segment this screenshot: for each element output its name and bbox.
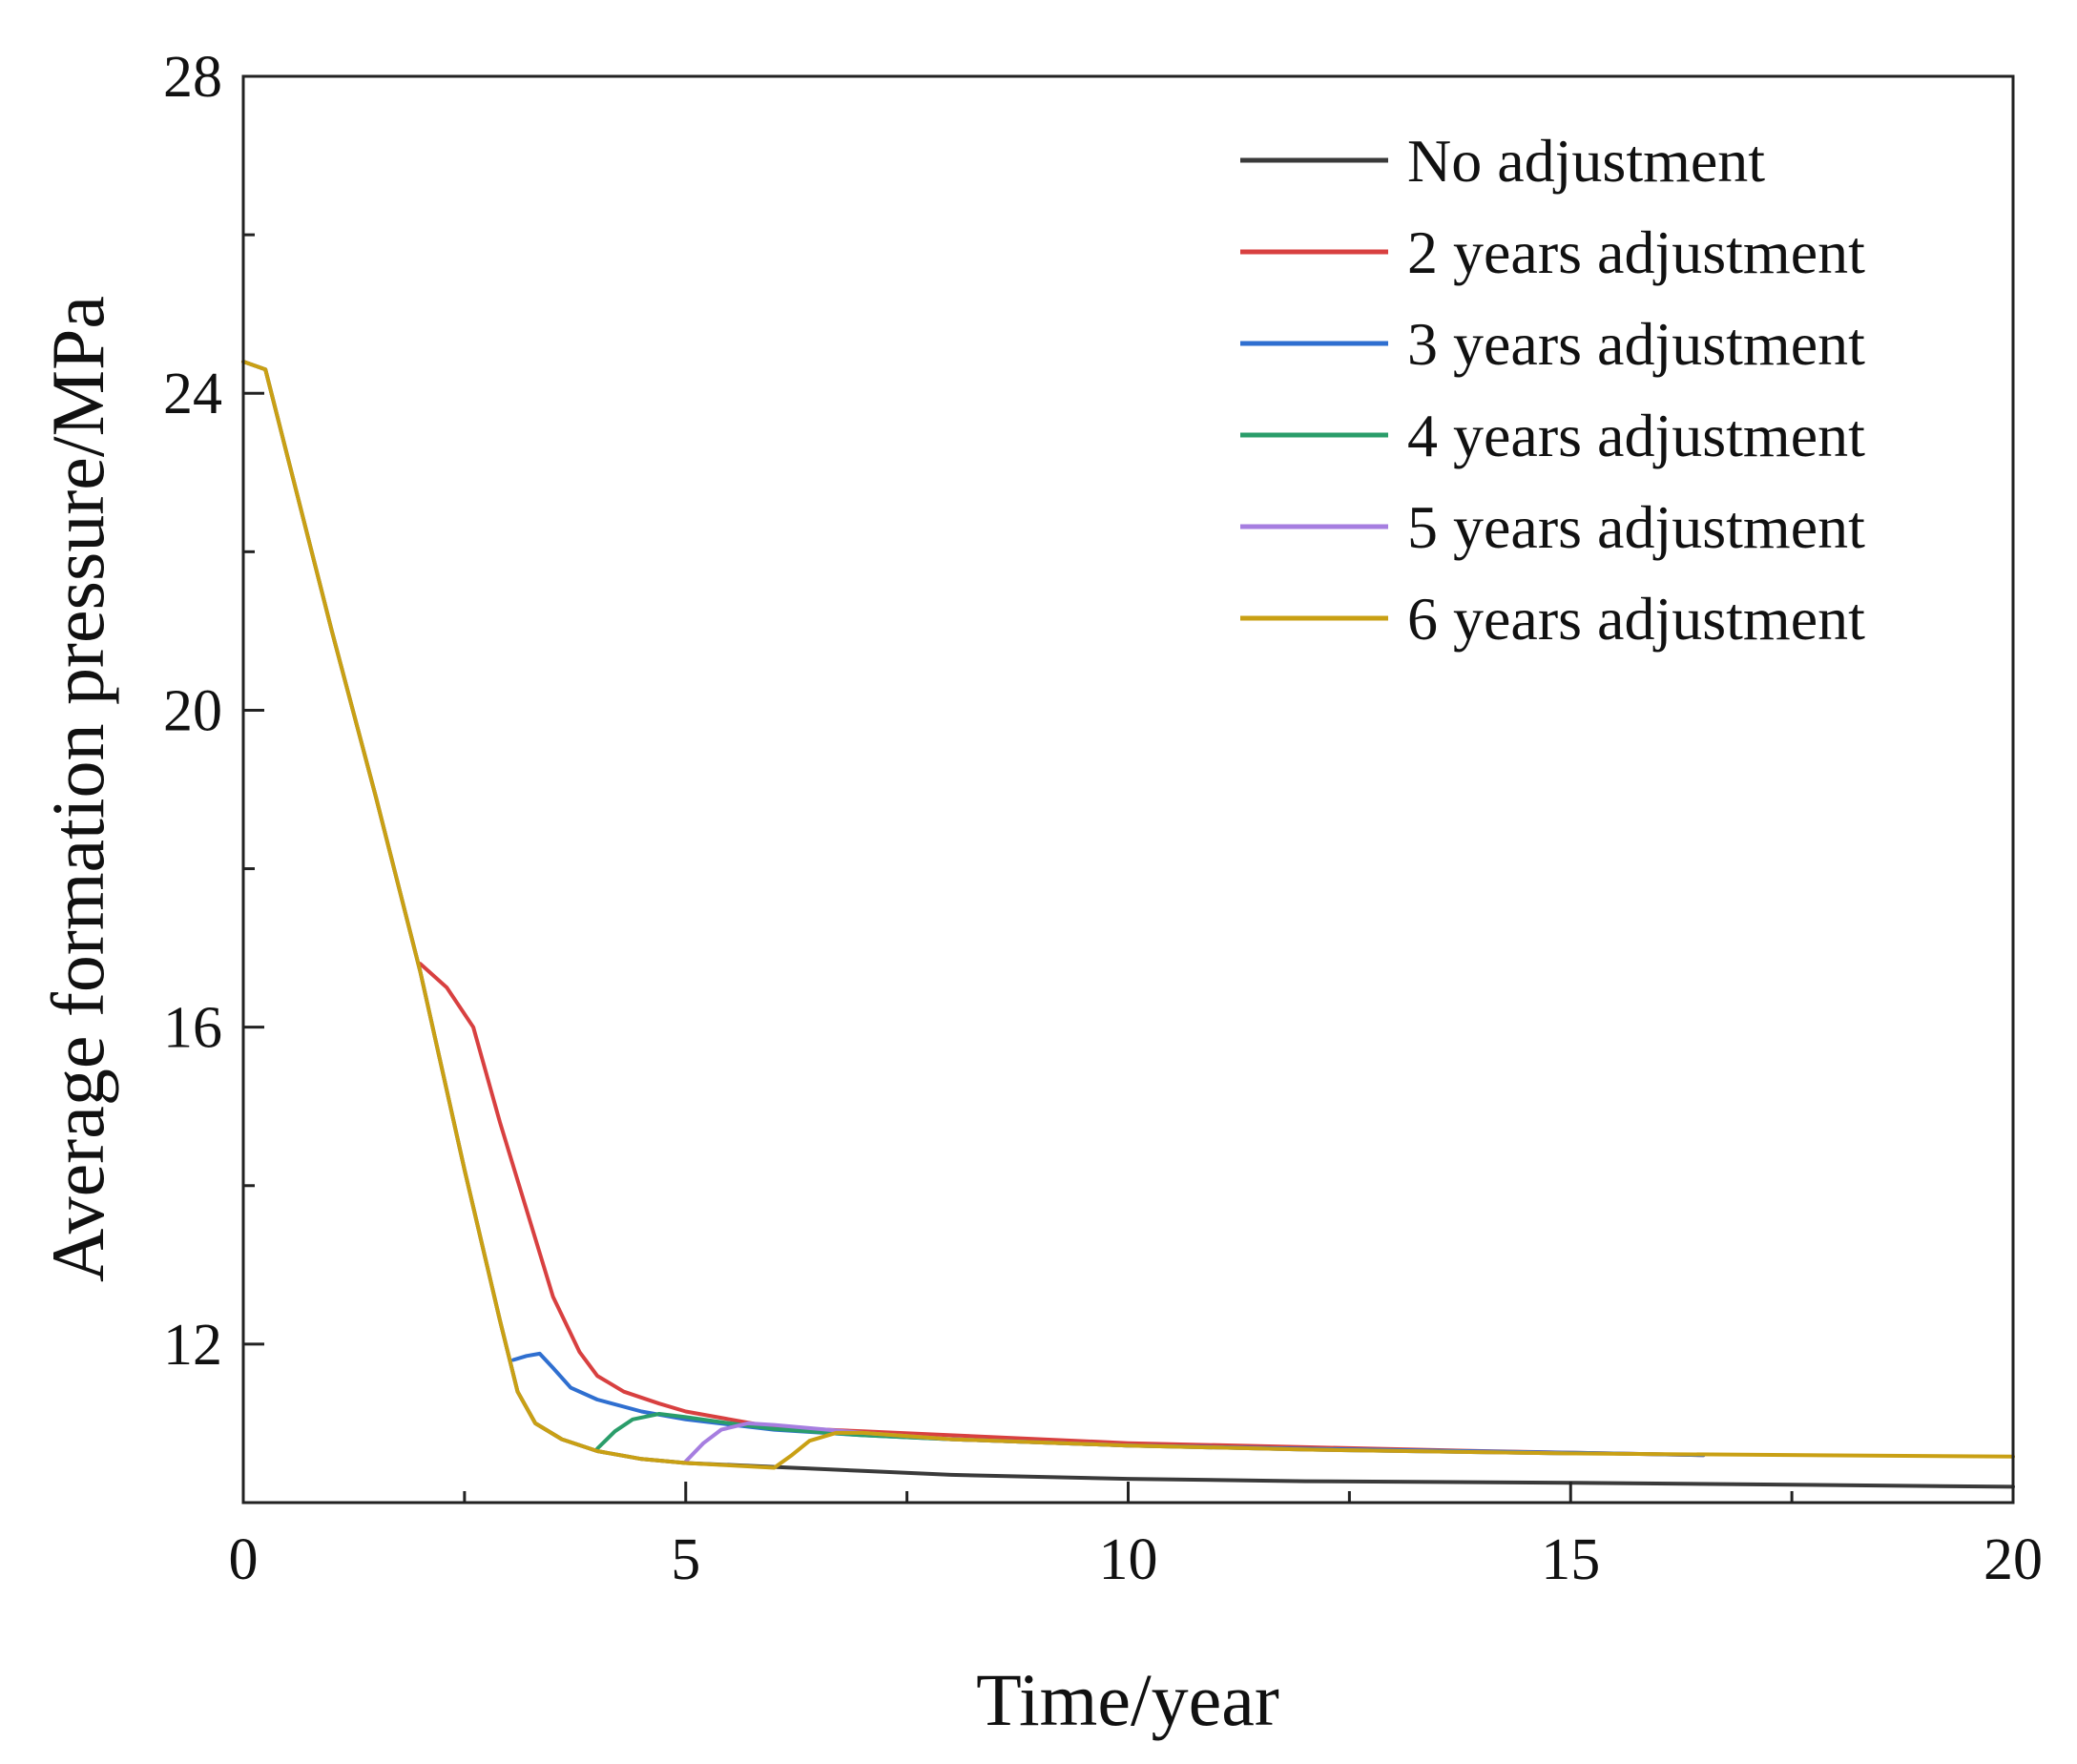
x-tick-label: 0 [229, 1527, 259, 1592]
x-axis-title: Time/year [976, 1658, 1279, 1741]
y-tick-label: 28 [163, 45, 222, 110]
y-tick-label: 12 [163, 1313, 222, 1378]
series-line-2 [418, 962, 1706, 1458]
plot-area [243, 76, 2013, 1503]
legend-label-6: 6 years adjustment [1407, 585, 1865, 653]
y-tick-label: 24 [163, 362, 222, 426]
y-axis-title: Average formation pressure/MPa [36, 296, 119, 1282]
series-line-6 [241, 360, 2015, 1470]
x-tick-label: 5 [671, 1527, 700, 1592]
series-layer [241, 360, 2015, 1489]
legend-label-5: 5 years adjustment [1407, 493, 1865, 561]
y-tick-label: 20 [163, 678, 222, 743]
legend: No adjustment 2 years adjustment 3 years a… [1240, 127, 1865, 653]
x-tick-label: 10 [1099, 1527, 1158, 1592]
legend-label-1: No adjustment [1407, 127, 1765, 195]
legend-label-2: 2 years adjustment [1407, 218, 1865, 286]
x-tick-label: 20 [1984, 1527, 2043, 1592]
legend-label-4: 4 years adjustment [1407, 402, 1865, 469]
legend-label-3: 3 years adjustment [1407, 310, 1865, 378]
y-tick-label: 16 [163, 996, 222, 1061]
x-tick-label: 15 [1541, 1527, 1600, 1592]
axis-ticks: 0 5 10 15 20 12 16 20 24 28 [163, 45, 2043, 1592]
